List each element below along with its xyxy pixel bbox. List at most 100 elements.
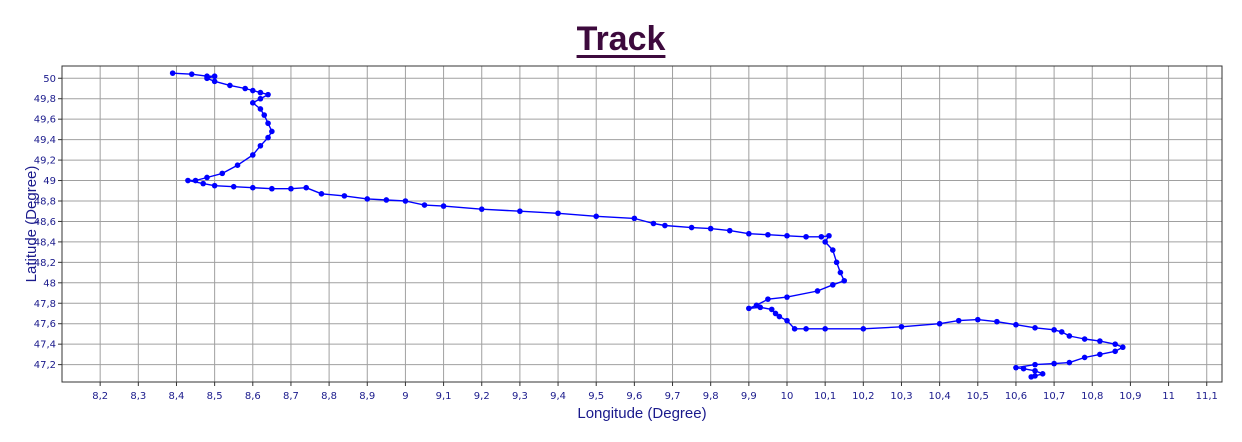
track-point [974, 316, 981, 323]
track-point [269, 128, 275, 135]
track-point [204, 75, 210, 82]
x-tick-label: 9,4 [550, 391, 566, 402]
track-point [784, 317, 790, 324]
track-point [234, 162, 241, 168]
track-point [257, 95, 264, 102]
track-point [249, 87, 256, 94]
track-point [1081, 336, 1088, 342]
x-tick-label: 9,2 [474, 391, 490, 402]
track-point [517, 208, 523, 215]
track-point [1097, 351, 1103, 358]
track-point [650, 220, 657, 227]
track-point [768, 306, 775, 313]
track-series [169, 70, 1126, 380]
x-tick-label: 10,2 [852, 391, 874, 402]
track-point [364, 196, 371, 202]
track-point [200, 180, 206, 187]
track-point [936, 320, 943, 327]
y-tick-label: 47,6 [34, 319, 56, 330]
track-point [746, 305, 752, 312]
track-point [829, 247, 836, 253]
track-point [818, 233, 825, 240]
track-point [211, 73, 218, 80]
track-point [249, 184, 256, 191]
track-point [726, 227, 733, 234]
chart-title: Track [576, 20, 666, 58]
y-tick-label: 48,2 [34, 258, 56, 269]
track-point [242, 85, 248, 92]
y-tick-label: 47,2 [34, 360, 56, 371]
x-tick-label: 10,4 [928, 391, 950, 402]
track-point [1097, 338, 1103, 344]
track-point [814, 288, 821, 294]
track-point [662, 222, 668, 229]
track-point [318, 191, 325, 197]
track-point [478, 206, 485, 212]
track-point [803, 326, 809, 332]
x-tick-label: 10,1 [814, 391, 836, 402]
x-tick-label: 8,4 [169, 391, 185, 402]
track-point [303, 184, 310, 191]
track-point [837, 269, 844, 276]
track-point [257, 142, 264, 149]
track-point [707, 225, 714, 232]
x-axis: 8,2 8,3 8,4 8,5 8,6 8,7 8,8 8,9 9 9,1 9,2 9,3 9,4 9,5… [92, 382, 1218, 402]
x-tick-label: 9,7 [665, 391, 681, 402]
track-point [1032, 324, 1038, 331]
track-point [631, 215, 638, 222]
track-point [185, 177, 191, 184]
track-point [746, 230, 752, 237]
y-tick-label: 48 [43, 278, 56, 289]
track-point [826, 232, 832, 239]
track-point [227, 82, 233, 89]
track-point [288, 185, 294, 192]
x-tick-label: 9,9 [741, 391, 757, 402]
track-point [833, 259, 840, 266]
track-point [1112, 348, 1118, 355]
track-point [257, 89, 264, 96]
grid [62, 66, 1222, 382]
x-tick-label: 11,1 [1196, 391, 1218, 402]
track-point [765, 231, 771, 238]
track-point [555, 210, 561, 217]
track-point [402, 198, 409, 204]
track-point [211, 182, 218, 189]
x-tick-label: 10,3 [890, 391, 912, 402]
track-point [1013, 321, 1019, 328]
track-point [955, 317, 962, 324]
y-tick-label: 49 [43, 176, 56, 187]
track-point [860, 326, 867, 332]
track-point [261, 112, 268, 118]
y-tick-label: 47,4 [34, 340, 56, 351]
x-tick-label: 9,5 [588, 391, 604, 402]
x-tick-label: 10,5 [967, 391, 989, 402]
x-tick-label: 9 [402, 391, 408, 402]
track-point [1051, 327, 1057, 333]
y-tick-label: 48,4 [34, 237, 56, 248]
plot-frame [61, 65, 1223, 383]
track-point [1066, 333, 1073, 339]
y-axis: 47,2 47,4 47,6 47,8 48 48,2 48,4 48,6 48,8 49 49,2… [34, 74, 62, 371]
track-point [765, 296, 771, 302]
track-point [1119, 344, 1126, 351]
track-point [269, 185, 275, 192]
y-tick-label: 48,8 [34, 196, 56, 207]
track-point [421, 202, 428, 208]
y-tick-label: 47,8 [34, 299, 56, 310]
track-point [898, 323, 905, 330]
x-tick-label: 9,1 [436, 391, 452, 402]
track-point [188, 71, 195, 77]
y-tick-label: 49,2 [34, 156, 56, 167]
x-tick-label: 9,6 [626, 391, 642, 402]
track-point [265, 91, 271, 98]
track-point [1039, 371, 1046, 377]
y-tick-label: 48,6 [34, 217, 56, 228]
track-point [803, 233, 809, 240]
track-point [1066, 359, 1073, 366]
track-point [841, 277, 848, 284]
track-point [1051, 360, 1057, 367]
x-tick-label: 10,9 [1119, 391, 1141, 402]
x-tick-label: 10,8 [1081, 391, 1103, 402]
track-point [257, 106, 264, 112]
